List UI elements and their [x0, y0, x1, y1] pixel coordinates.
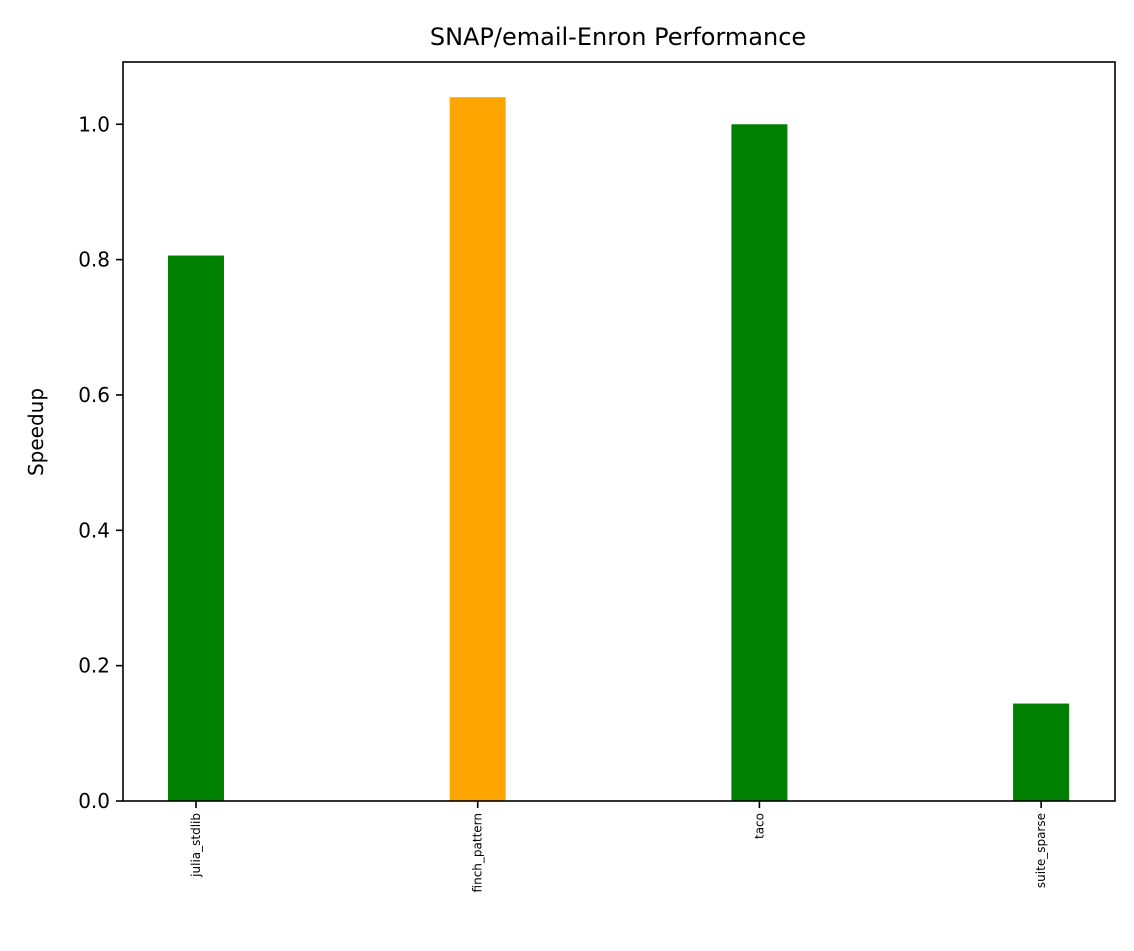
y-tick-label: 1.0	[78, 112, 110, 136]
x-tick-label: taco	[752, 813, 766, 839]
y-tick-label: 0.2	[78, 654, 110, 678]
bar-taco	[731, 124, 788, 801]
y-tick-label: 0.0	[78, 789, 110, 813]
y-axis-label: Speedup	[24, 388, 48, 476]
x-tick-label: finch_pattern	[471, 813, 485, 892]
bar-julia_stdlib	[168, 255, 224, 802]
x-axis: julia_stdlib finch_pattern taco suite_spars…	[189, 801, 1048, 892]
y-axis: 0.0 0.2 0.4 0.6 0.8 1.0	[78, 112, 123, 813]
plot-frame	[122, 61, 1116, 802]
y-tick-label: 0.6	[78, 383, 110, 407]
y-tick-label: 0.8	[78, 248, 110, 272]
x-tick-label: julia_stdlib	[189, 813, 203, 878]
y-tick-label: 0.4	[78, 518, 110, 542]
chart-title: SNAP/email-Enron Performance	[430, 23, 806, 51]
bar-suite_sparse	[1013, 703, 1070, 801]
x-tick-label: suite_sparse	[1034, 813, 1048, 888]
bars-group	[168, 97, 1070, 802]
bar-finch_pattern	[449, 97, 506, 801]
